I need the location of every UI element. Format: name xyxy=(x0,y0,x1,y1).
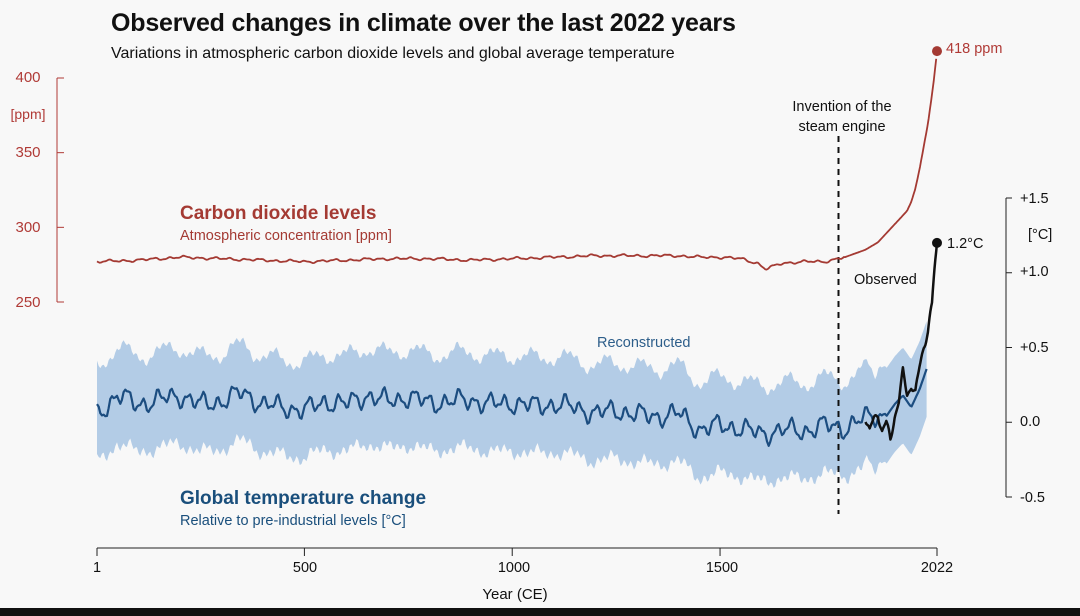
end-markers-layer xyxy=(932,46,942,248)
x-tick-label-1500: 1500 xyxy=(705,560,739,576)
temp-end-value-label: 1.2°C xyxy=(947,236,984,252)
temp-tick-label-1.5: +1.5 xyxy=(1020,191,1049,207)
observed-temperature-line xyxy=(864,242,939,441)
temp-tick-label-0.5: +0.5 xyxy=(1020,340,1049,356)
x-axis-title: Year (CE) xyxy=(482,586,548,603)
temp-series-name: Global temperature change xyxy=(180,488,427,509)
temp-tick-label-minus-0.5: -0.5 xyxy=(1020,490,1045,506)
co2-end-value-label: 418 ppm xyxy=(946,41,1003,57)
x-tick-label-1000: 1000 xyxy=(497,560,531,576)
chart-title: Observed changes in climate over the las… xyxy=(111,9,736,37)
temp-end-marker xyxy=(932,237,942,248)
screen-bottom-bar xyxy=(0,608,1080,616)
x-tick-label-500: 500 xyxy=(292,560,318,576)
co2-series-name: Carbon dioxide levels xyxy=(180,203,377,224)
co2-tick-label-250: 250 xyxy=(15,294,41,311)
x-tick-label-2022: 2022 xyxy=(920,560,954,576)
temp-series-description: Relative to pre-industrial levels [°C] xyxy=(180,513,406,529)
reconstructed-label: Reconstructed xyxy=(597,335,691,351)
reconstructed-temperature-line xyxy=(96,368,928,447)
co2-line xyxy=(96,58,938,271)
observed-label: Observed xyxy=(854,272,917,288)
co2-axis-unit: [ppm] xyxy=(10,106,46,122)
series-lines-layer xyxy=(96,58,939,447)
co2-tick-label-350: 350 xyxy=(15,144,41,161)
co2-series-description: Atmospheric concentration [ppm] xyxy=(180,228,392,244)
co2-tick-label-300: 300 xyxy=(15,219,41,236)
co2-end-marker xyxy=(932,46,942,57)
co2-tick-label-400: 400 xyxy=(15,69,41,86)
axes-layer xyxy=(56,77,1012,556)
temperature-uncertainty-band-layer xyxy=(97,321,927,488)
steam-engine-annotation: Invention of the steam engine xyxy=(792,99,892,135)
temp-tick-label-0.0: 0.0 xyxy=(1020,414,1041,430)
temp-tick-label-1.0: +1.0 xyxy=(1020,264,1049,280)
chart-subtitle: Variations in atmospheric carbon dioxide… xyxy=(111,45,675,62)
temperature-uncertainty-band xyxy=(97,321,927,488)
temp-axis-unit: [°C] xyxy=(1028,227,1053,243)
x-tick-label-1: 1 xyxy=(92,560,102,576)
